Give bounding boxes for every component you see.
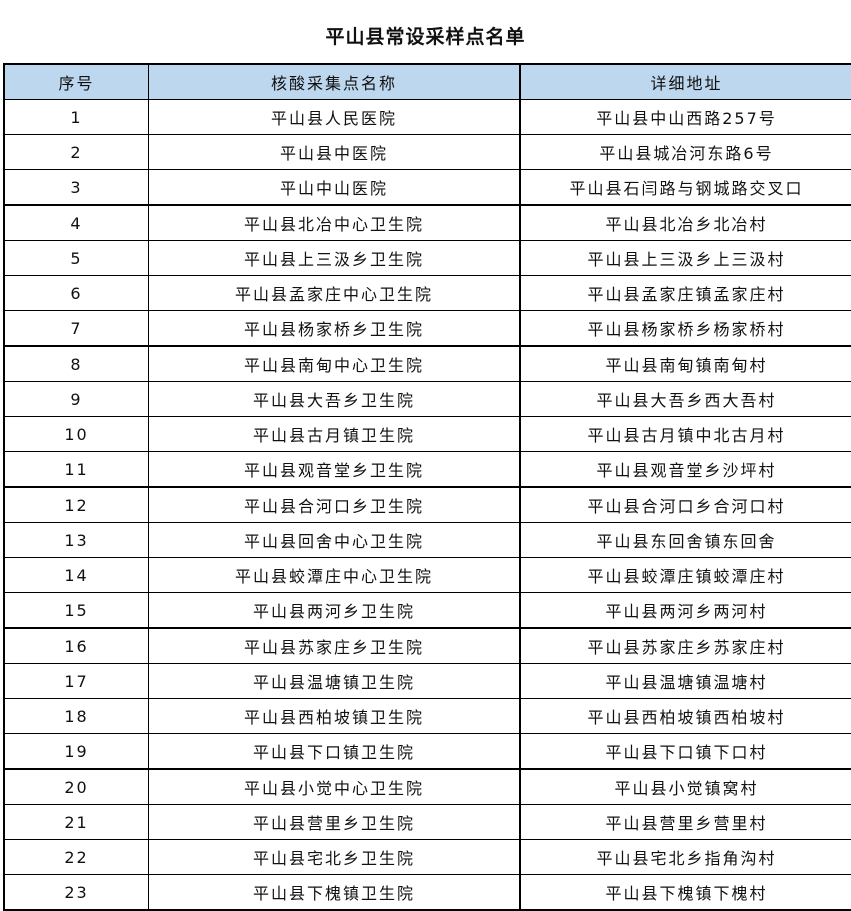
table-row: 14 平山县蛟潭庄中心卫生院 平山县蛟潭庄镇蛟潭庄村 — [4, 557, 851, 593]
cell-site-name: 平山县上三汲乡卫生院 — [148, 240, 521, 276]
table-row: 2 平山县中医院 平山县城冶河东路6号 — [4, 134, 851, 170]
cell-address: 平山县苏家庄乡苏家庄村 — [520, 627, 851, 664]
cell-index: 10 — [4, 416, 149, 452]
table-row: 20 平山县小觉中心卫生院 平山县小觉镇窝村 — [4, 768, 851, 805]
cell-address: 平山县北冶乡北冶村 — [520, 204, 851, 241]
sampling-sites-table: 序号 核酸采集点名称 详细地址 1 平山县人民医院 平山县中山西路257号 2 平山县中… — [3, 63, 851, 911]
cell-address: 平山县合河口乡合河口村 — [520, 486, 851, 523]
cell-index: 4 — [4, 204, 149, 241]
table-header-row: 序号 核酸采集点名称 详细地址 — [4, 63, 851, 100]
cell-site-name: 平山县温塘镇卫生院 — [148, 663, 521, 699]
cell-site-name: 平山县苏家庄乡卫生院 — [148, 627, 521, 664]
table-row: 3 平山中山医院 平山县石闫路与钢城路交叉口 — [4, 169, 851, 206]
cell-site-name: 平山县南甸中心卫生院 — [148, 345, 521, 382]
cell-address: 平山县两河乡两河村 — [520, 592, 851, 629]
cell-site-name: 平山县大吾乡卫生院 — [148, 381, 521, 417]
cell-address: 平山县南甸镇南甸村 — [520, 345, 851, 382]
cell-index: 7 — [4, 310, 149, 347]
page-title: 平山县常设采样点名单 — [325, 26, 526, 48]
table-row: 22 平山县宅北乡卫生院 平山县宅北乡指角沟村 — [4, 839, 851, 875]
cell-index: 11 — [4, 451, 149, 488]
cell-address: 平山县营里乡营里村 — [520, 804, 851, 840]
cell-site-name: 平山县宅北乡卫生院 — [148, 839, 521, 875]
table-row: 11 平山县观音堂乡卫生院 平山县观音堂乡沙坪村 — [4, 451, 851, 488]
cell-index: 9 — [4, 381, 149, 417]
cell-site-name: 平山县小觉中心卫生院 — [148, 768, 521, 805]
column-header-site-name: 核酸采集点名称 — [148, 63, 521, 100]
cell-site-name: 平山县杨家桥乡卫生院 — [148, 310, 521, 347]
cell-index: 6 — [4, 275, 149, 311]
table-body: 1 平山县人民医院 平山县中山西路257号 2 平山县中医院 平山县城冶河东路6号 3 平山中… — [4, 99, 851, 911]
cell-address: 平山县温塘镇温塘村 — [520, 663, 851, 699]
table-row: 16 平山县苏家庄乡卫生院 平山县苏家庄乡苏家庄村 — [4, 627, 851, 664]
cell-site-name: 平山县西柏坡镇卫生院 — [148, 698, 521, 734]
table-row: 1 平山县人民医院 平山县中山西路257号 — [4, 99, 851, 135]
cell-index: 21 — [4, 804, 149, 840]
cell-site-name: 平山县观音堂乡卫生院 — [148, 451, 521, 488]
cell-index: 3 — [4, 169, 149, 206]
table-row: 23 平山县下槐镇卫生院 平山县下槐镇下槐村 — [4, 874, 851, 911]
column-header-address: 详细地址 — [520, 63, 851, 100]
cell-site-name: 平山县下槐镇卫生院 — [148, 874, 521, 911]
cell-index: 16 — [4, 627, 149, 664]
cell-address: 平山县古月镇中北古月村 — [520, 416, 851, 452]
cell-address: 平山县观音堂乡沙坪村 — [520, 451, 851, 488]
table-row: 17 平山县温塘镇卫生院 平山县温塘镇温塘村 — [4, 663, 851, 699]
table-row: 5 平山县上三汲乡卫生院 平山县上三汲乡上三汲村 — [4, 240, 851, 276]
cell-site-name: 平山县中医院 — [148, 134, 521, 170]
cell-index: 22 — [4, 839, 149, 875]
cell-index: 12 — [4, 486, 149, 523]
cell-address: 平山县大吾乡西大吾村 — [520, 381, 851, 417]
column-header-index: 序号 — [4, 63, 149, 100]
cell-index: 13 — [4, 522, 149, 558]
cell-address: 平山县东回舍镇东回舍 — [520, 522, 851, 558]
cell-address: 平山县杨家桥乡杨家桥村 — [520, 310, 851, 347]
cell-site-name: 平山县人民医院 — [148, 99, 521, 135]
cell-index: 17 — [4, 663, 149, 699]
cell-site-name: 平山县合河口乡卫生院 — [148, 486, 521, 523]
cell-address: 平山县孟家庄镇孟家庄村 — [520, 275, 851, 311]
cell-index: 20 — [4, 768, 149, 805]
cell-index: 5 — [4, 240, 149, 276]
cell-address: 平山县西柏坡镇西柏坡村 — [520, 698, 851, 734]
cell-address: 平山县中山西路257号 — [520, 99, 851, 135]
table-row: 15 平山县两河乡卫生院 平山县两河乡两河村 — [4, 592, 851, 629]
cell-site-name: 平山县古月镇卫生院 — [148, 416, 521, 452]
table-row: 9 平山县大吾乡卫生院 平山县大吾乡西大吾村 — [4, 381, 851, 417]
table-row: 7 平山县杨家桥乡卫生院 平山县杨家桥乡杨家桥村 — [4, 310, 851, 347]
cell-address: 平山县小觉镇窝村 — [520, 768, 851, 805]
cell-address: 平山县城冶河东路6号 — [520, 134, 851, 170]
cell-site-name: 平山县北冶中心卫生院 — [148, 204, 521, 241]
cell-site-name: 平山县蛟潭庄中心卫生院 — [148, 557, 521, 593]
cell-address: 平山县石闫路与钢城路交叉口 — [520, 169, 851, 206]
table-row: 13 平山县回舍中心卫生院 平山县东回舍镇东回舍 — [4, 522, 851, 558]
table-row: 4 平山县北冶中心卫生院 平山县北冶乡北冶村 — [4, 204, 851, 241]
table-row: 12 平山县合河口乡卫生院 平山县合河口乡合河口村 — [4, 486, 851, 523]
cell-site-name: 平山县两河乡卫生院 — [148, 592, 521, 629]
cell-index: 19 — [4, 733, 149, 770]
cell-index: 8 — [4, 345, 149, 382]
cell-index: 1 — [4, 99, 149, 135]
table-row: 21 平山县营里乡卫生院 平山县营里乡营里村 — [4, 804, 851, 840]
table-row: 18 平山县西柏坡镇卫生院 平山县西柏坡镇西柏坡村 — [4, 698, 851, 734]
cell-address: 平山县蛟潭庄镇蛟潭庄村 — [520, 557, 851, 593]
table-row: 10 平山县古月镇卫生院 平山县古月镇中北古月村 — [4, 416, 851, 452]
cell-address: 平山县宅北乡指角沟村 — [520, 839, 851, 875]
table-row: 8 平山县南甸中心卫生院 平山县南甸镇南甸村 — [4, 345, 851, 382]
cell-site-name: 平山县营里乡卫生院 — [148, 804, 521, 840]
cell-site-name: 平山中山医院 — [148, 169, 521, 206]
table-row: 6 平山县孟家庄中心卫生院 平山县孟家庄镇孟家庄村 — [4, 275, 851, 311]
table-row: 19 平山县下口镇卫生院 平山县下口镇下口村 — [4, 733, 851, 770]
cell-site-name: 平山县孟家庄中心卫生院 — [148, 275, 521, 311]
cell-site-name: 平山县下口镇卫生院 — [148, 733, 521, 770]
cell-address: 平山县下口镇下口村 — [520, 733, 851, 770]
cell-index: 14 — [4, 557, 149, 593]
cell-address: 平山县下槐镇下槐村 — [520, 874, 851, 911]
cell-index: 15 — [4, 592, 149, 629]
cell-index: 2 — [4, 134, 149, 170]
cell-index: 23 — [4, 874, 149, 911]
cell-site-name: 平山县回舍中心卫生院 — [148, 522, 521, 558]
cell-address: 平山县上三汲乡上三汲村 — [520, 240, 851, 276]
cell-index: 18 — [4, 698, 149, 734]
